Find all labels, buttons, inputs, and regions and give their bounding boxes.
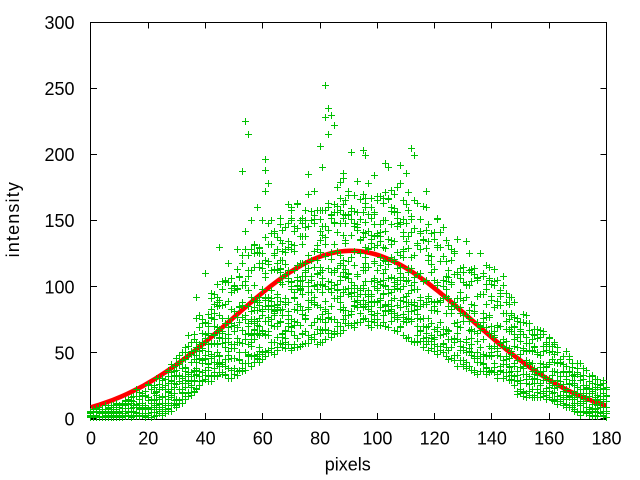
svg-text:40: 40 — [196, 429, 216, 449]
svg-text:160: 160 — [534, 429, 564, 449]
svg-text:intensity: intensity — [3, 181, 23, 257]
svg-text:pixels: pixels — [325, 455, 371, 475]
svg-text:180: 180 — [591, 429, 621, 449]
svg-text:120: 120 — [420, 429, 450, 449]
svg-text:0: 0 — [64, 410, 74, 430]
svg-text:300: 300 — [44, 13, 74, 33]
svg-text:0: 0 — [86, 429, 96, 449]
svg-text:80: 80 — [310, 429, 330, 449]
svg-text:100: 100 — [44, 277, 74, 297]
svg-text:250: 250 — [44, 79, 74, 99]
svg-text:60: 60 — [253, 429, 273, 449]
svg-text:150: 150 — [44, 211, 74, 231]
svg-text:100: 100 — [362, 429, 392, 449]
svg-text:20: 20 — [138, 429, 158, 449]
svg-text:50: 50 — [54, 343, 74, 363]
svg-text:200: 200 — [44, 145, 74, 165]
svg-text:140: 140 — [477, 429, 507, 449]
